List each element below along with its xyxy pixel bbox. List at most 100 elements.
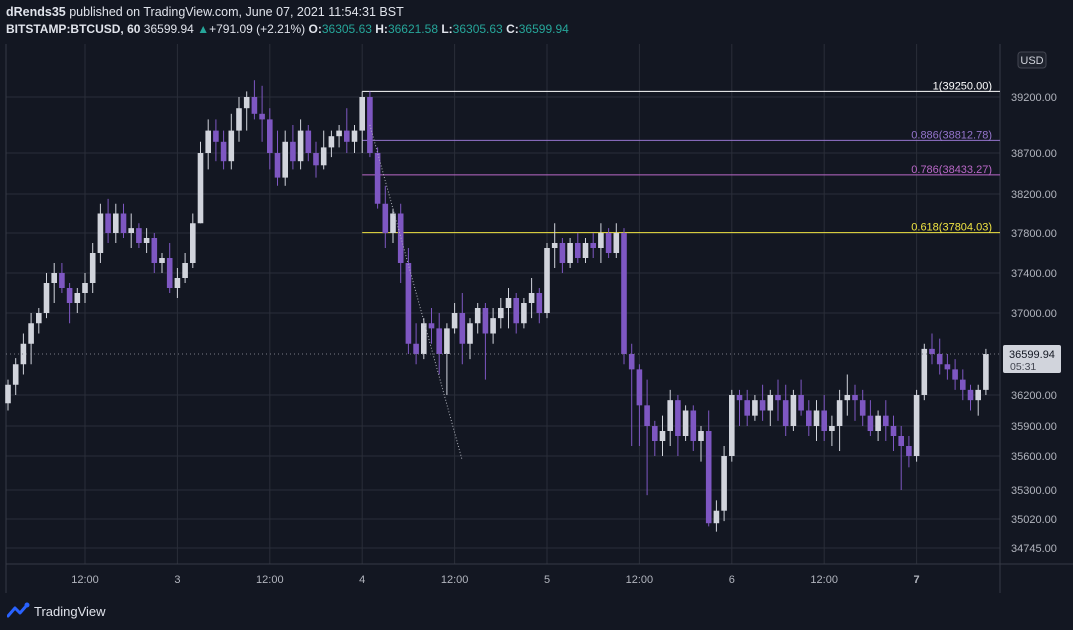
candle-body[interactable]	[251, 97, 258, 114]
candle-body[interactable]	[906, 446, 912, 456]
candle-body[interactable]	[413, 343, 419, 354]
candle-body[interactable]	[390, 213, 396, 234]
candle-body[interactable]	[320, 147, 327, 166]
candle-body[interactable]	[944, 364, 951, 370]
candle-body[interactable]	[967, 389, 974, 401]
tradingview-brand[interactable]: TradingView	[34, 604, 106, 619]
candle-body[interactable]	[313, 153, 319, 166]
candle-body[interactable]	[875, 415, 881, 431]
candle-body[interactable]	[290, 141, 296, 162]
candle-body[interactable]	[236, 108, 242, 131]
candle-body[interactable]	[682, 410, 689, 437]
candle-body[interactable]	[898, 436, 904, 446]
candle-body[interactable]	[936, 354, 943, 365]
candle-body[interactable]	[12, 364, 19, 385]
candle-body[interactable]	[267, 119, 273, 153]
candle-body[interactable]	[960, 379, 966, 390]
candle-body[interactable]	[382, 203, 389, 233]
candle-body[interactable]	[113, 213, 119, 234]
candle-body[interactable]	[798, 395, 804, 411]
candle-body[interactable]	[20, 343, 27, 365]
candle-body[interactable]	[767, 395, 774, 411]
candle-body[interactable]	[405, 263, 412, 344]
candle-body[interactable]	[605, 233, 612, 253]
candle-body[interactable]	[590, 243, 596, 248]
candle-body[interactable]	[752, 400, 758, 416]
candle-body[interactable]	[729, 395, 735, 456]
candle-body[interactable]	[744, 400, 750, 416]
author-name[interactable]: dRends35	[6, 5, 66, 19]
candle-body[interactable]	[136, 228, 142, 243]
candle-body[interactable]	[344, 130, 350, 142]
candle-body[interactable]	[421, 323, 427, 354]
candle-body[interactable]	[451, 313, 458, 329]
candle-body[interactable]	[43, 283, 50, 313]
candle-body[interactable]	[521, 303, 527, 324]
candle-body[interactable]	[467, 323, 473, 344]
candle-body[interactable]	[867, 415, 874, 431]
candle-body[interactable]	[105, 213, 111, 234]
candle-body[interactable]	[474, 308, 481, 324]
candle-body[interactable]	[74, 293, 81, 303]
candle-body[interactable]	[883, 415, 889, 426]
candle-body[interactable]	[536, 293, 543, 313]
candle-body[interactable]	[120, 213, 127, 234]
candle-body[interactable]	[282, 141, 288, 178]
candle-body[interactable]	[975, 389, 981, 401]
candle-body[interactable]	[490, 318, 496, 334]
candle-body[interactable]	[220, 141, 227, 162]
candle-body[interactable]	[59, 273, 65, 288]
candle-body[interactable]	[559, 243, 566, 263]
candle-body[interactable]	[759, 400, 766, 411]
candle-body[interactable]	[852, 395, 858, 401]
candle-body[interactable]	[297, 130, 304, 162]
candle-body[interactable]	[705, 431, 712, 524]
candle-body[interactable]	[628, 354, 635, 370]
candle-body[interactable]	[582, 243, 589, 258]
candle-body[interactable]	[274, 153, 281, 178]
candle-body[interactable]	[151, 238, 158, 263]
trend-line[interactable]	[369, 124, 463, 461]
candle-body[interactable]	[351, 130, 358, 142]
candle-body[interactable]	[598, 233, 604, 248]
candle-body[interactable]	[305, 130, 312, 153]
candle-body[interactable]	[97, 213, 104, 254]
candle-body[interactable]	[5, 384, 11, 404]
candle-body[interactable]	[667, 400, 673, 431]
candle-body[interactable]	[721, 456, 727, 511]
candle-body[interactable]	[159, 258, 165, 263]
candle-body[interactable]	[444, 328, 450, 354]
candle-body[interactable]	[182, 263, 188, 278]
candle-body[interactable]	[336, 130, 342, 137]
candle-body[interactable]	[567, 243, 573, 263]
candle-body[interactable]	[528, 293, 535, 303]
candle-body[interactable]	[575, 243, 581, 258]
candle-body[interactable]	[636, 369, 643, 406]
candle-body[interactable]	[829, 426, 835, 431]
candle-body[interactable]	[621, 233, 627, 354]
candle-body[interactable]	[790, 395, 797, 426]
candle-body[interactable]	[482, 308, 489, 334]
candle-body[interactable]	[659, 431, 666, 441]
candle-body[interactable]	[459, 313, 466, 344]
price-tag[interactable]	[1003, 345, 1061, 374]
candle-body[interactable]	[128, 228, 134, 233]
candle-body[interactable]	[921, 348, 928, 395]
candle-body[interactable]	[51, 273, 57, 283]
candle-body[interactable]	[197, 153, 204, 224]
candle-body[interactable]	[983, 354, 989, 390]
candle-body[interactable]	[913, 395, 920, 456]
candle-body[interactable]	[428, 323, 435, 329]
candle-body[interactable]	[929, 348, 935, 354]
candle-body[interactable]	[806, 410, 812, 427]
candle-body[interactable]	[89, 253, 96, 283]
candle-body[interactable]	[328, 136, 335, 148]
candle-body[interactable]	[698, 431, 704, 441]
candle-body[interactable]	[813, 410, 820, 427]
candle-body[interactable]	[736, 395, 743, 401]
currency-badge[interactable]	[1017, 51, 1047, 69]
candle-body[interactable]	[644, 405, 650, 426]
candle-body[interactable]	[166, 258, 173, 288]
candle-body[interactable]	[243, 97, 250, 109]
candle-body[interactable]	[544, 248, 550, 313]
